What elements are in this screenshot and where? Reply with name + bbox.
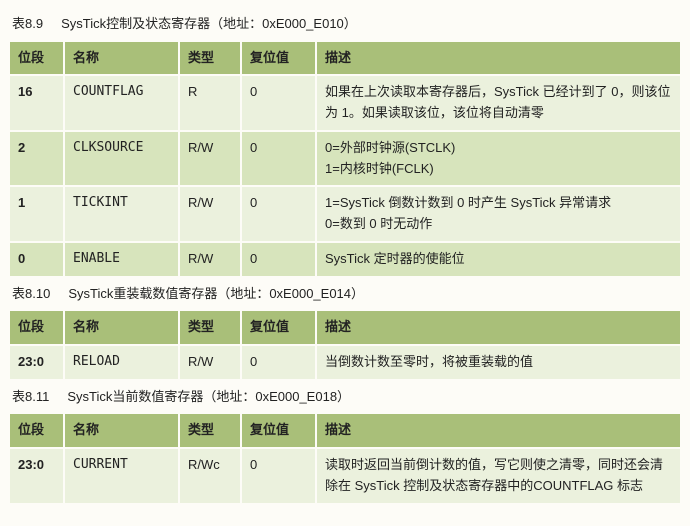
cell-bit: 0	[9, 242, 64, 277]
cell-bit: 23:0	[9, 345, 64, 380]
table3-caption: 表8.11 SysTick当前数值寄存器（地址：0xE000_E018）	[12, 387, 682, 407]
col-header-bit: 位段	[9, 310, 64, 345]
cell-reset: 0	[241, 345, 316, 380]
col-header-desc: 描述	[316, 310, 681, 345]
cell-name: ENABLE	[64, 242, 179, 277]
col-header-name: 名称	[64, 41, 179, 76]
cell-desc: 读取时返回当前倒计数的值，写它则使之清零，同时还会清除在 SysTick 控制及…	[316, 448, 681, 504]
cell-reset: 0	[241, 186, 316, 242]
col-header-bit: 位段	[9, 413, 64, 448]
cell-name: COUNTFLAG	[64, 75, 179, 131]
cell-bit: 2	[9, 131, 64, 187]
cell-type: R	[179, 75, 241, 131]
cell-reset: 0	[241, 242, 316, 277]
table3-title: SysTick当前数值寄存器（地址：0xE000_E018）	[67, 389, 350, 404]
table3-body: 23:0CURRENTR/Wc0读取时返回当前倒计数的值，写它则使之清零，同时还…	[9, 448, 681, 504]
table3-header-row: 位段 名称 类型 复位值 描述	[9, 413, 681, 448]
table-row: 2CLKSOURCER/W00=外部时钟源(STCLK)1=内核时钟(FCLK)	[9, 131, 681, 187]
col-header-desc: 描述	[316, 413, 681, 448]
table1: 位段 名称 类型 复位值 描述 16COUNTFLAGR0如果在上次读取本寄存器…	[8, 40, 682, 278]
cell-type: R/W	[179, 131, 241, 187]
cell-bit: 1	[9, 186, 64, 242]
col-header-reset: 复位值	[241, 413, 316, 448]
cell-desc: 如果在上次读取本寄存器后，SysTick 已经计到了 0，则该位为 1。如果读取…	[316, 75, 681, 131]
col-header-type: 类型	[179, 41, 241, 76]
table3-number: 表8.11	[12, 389, 49, 404]
cell-name: CLKSOURCE	[64, 131, 179, 187]
col-header-desc: 描述	[316, 41, 681, 76]
table1-body: 16COUNTFLAGR0如果在上次读取本寄存器后，SysTick 已经计到了 …	[9, 75, 681, 277]
cell-name: CURRENT	[64, 448, 179, 504]
cell-type: R/W	[179, 242, 241, 277]
col-header-name: 名称	[64, 310, 179, 345]
table2-body: 23:0RELOADR/W0当倒数计数至零时，将被重装载的值	[9, 345, 681, 380]
cell-name: TICKINT	[64, 186, 179, 242]
table2: 位段 名称 类型 复位值 描述 23:0RELOADR/W0当倒数计数至零时，将…	[8, 309, 682, 381]
col-header-reset: 复位值	[241, 310, 316, 345]
cell-name: RELOAD	[64, 345, 179, 380]
cell-type: R/W	[179, 345, 241, 380]
table2-number: 表8.10	[12, 286, 50, 301]
cell-reset: 0	[241, 75, 316, 131]
col-header-bit: 位段	[9, 41, 64, 76]
table-row: 23:0CURRENTR/Wc0读取时返回当前倒计数的值，写它则使之清零，同时还…	[9, 448, 681, 504]
cell-desc: 1=SysTick 倒数计数到 0 时产生 SysTick 异常请求0=数到 0…	[316, 186, 681, 242]
cell-reset: 0	[241, 131, 316, 187]
table1-number: 表8.9	[12, 16, 43, 31]
cell-type: R/W	[179, 186, 241, 242]
table3: 位段 名称 类型 复位值 描述 23:0CURRENTR/Wc0读取时返回当前倒…	[8, 412, 682, 504]
col-header-name: 名称	[64, 413, 179, 448]
cell-desc: 0=外部时钟源(STCLK)1=内核时钟(FCLK)	[316, 131, 681, 187]
col-header-type: 类型	[179, 413, 241, 448]
cell-reset: 0	[241, 448, 316, 504]
cell-desc: 当倒数计数至零时，将被重装载的值	[316, 345, 681, 380]
table-row: 16COUNTFLAGR0如果在上次读取本寄存器后，SysTick 已经计到了 …	[9, 75, 681, 131]
col-header-reset: 复位值	[241, 41, 316, 76]
table1-caption: 表8.9 SysTick控制及状态寄存器（地址：0xE000_E010）	[12, 14, 682, 34]
table-row: 23:0RELOADR/W0当倒数计数至零时，将被重装载的值	[9, 345, 681, 380]
table2-title: SysTick重装载数值寄存器（地址：0xE000_E014）	[68, 286, 364, 301]
cell-type: R/Wc	[179, 448, 241, 504]
table2-caption: 表8.10 SysTick重装载数值寄存器（地址：0xE000_E014）	[12, 284, 682, 304]
cell-desc: SysTick 定时器的使能位	[316, 242, 681, 277]
table1-title: SysTick控制及状态寄存器（地址：0xE000_E010）	[61, 16, 357, 31]
table2-header-row: 位段 名称 类型 复位值 描述	[9, 310, 681, 345]
col-header-type: 类型	[179, 310, 241, 345]
cell-bit: 16	[9, 75, 64, 131]
table1-header-row: 位段 名称 类型 复位值 描述	[9, 41, 681, 76]
table-row: 1TICKINTR/W01=SysTick 倒数计数到 0 时产生 SysTic…	[9, 186, 681, 242]
cell-bit: 23:0	[9, 448, 64, 504]
table-row: 0ENABLER/W0SysTick 定时器的使能位	[9, 242, 681, 277]
